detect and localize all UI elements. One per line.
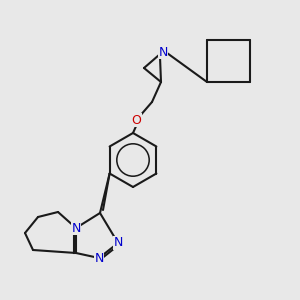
Text: O: O xyxy=(131,113,141,127)
Text: N: N xyxy=(113,236,123,250)
Text: N: N xyxy=(71,221,81,235)
Text: O: O xyxy=(131,113,141,127)
Text: N: N xyxy=(158,46,168,59)
Text: N: N xyxy=(158,46,168,59)
Text: N: N xyxy=(94,251,104,265)
